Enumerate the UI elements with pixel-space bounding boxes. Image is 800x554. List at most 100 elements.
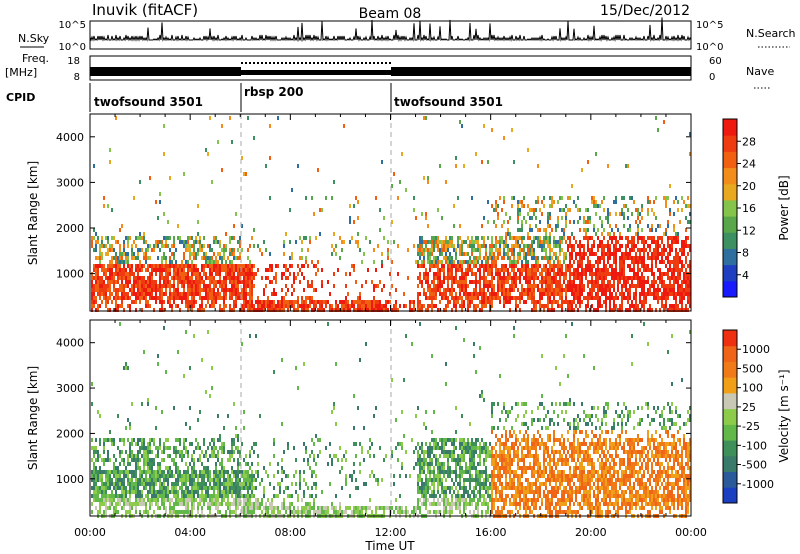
nave-tick-bottom: 0 bbox=[709, 72, 715, 83]
data-cell bbox=[575, 304, 577, 308]
data-cell bbox=[417, 284, 419, 288]
data-cell bbox=[355, 280, 357, 284]
data-cell bbox=[497, 240, 499, 244]
data-cell bbox=[117, 260, 119, 264]
data-cell bbox=[171, 482, 173, 486]
data-cell bbox=[229, 296, 231, 300]
data-cell bbox=[129, 288, 131, 292]
data-cell bbox=[191, 454, 193, 458]
data-cell bbox=[473, 260, 475, 264]
data-cell bbox=[197, 288, 199, 292]
data-cell bbox=[481, 224, 483, 228]
data-cell bbox=[193, 502, 195, 506]
data-cell bbox=[493, 288, 495, 292]
data-cell bbox=[329, 308, 331, 312]
data-cell bbox=[207, 288, 209, 292]
data-cell bbox=[591, 296, 593, 300]
data-cell bbox=[575, 276, 577, 280]
data-cell bbox=[513, 272, 515, 276]
data-cell bbox=[429, 284, 431, 288]
data-cell bbox=[499, 196, 501, 200]
data-cell bbox=[449, 240, 451, 244]
data-cell bbox=[101, 288, 103, 292]
data-cell bbox=[241, 510, 243, 514]
data-cell bbox=[419, 276, 421, 280]
data-cell bbox=[567, 244, 569, 248]
data-cell bbox=[447, 244, 449, 248]
data-cell bbox=[607, 232, 609, 236]
data-cell bbox=[247, 248, 249, 252]
data-cell bbox=[121, 224, 123, 228]
data-cell bbox=[583, 252, 585, 256]
data-cell bbox=[669, 260, 671, 264]
data-cell bbox=[325, 446, 327, 450]
data-cell bbox=[217, 506, 219, 510]
data-cell bbox=[207, 296, 209, 300]
data-cell bbox=[381, 264, 383, 268]
data-cell bbox=[307, 510, 309, 514]
data-cell bbox=[573, 308, 575, 312]
data-cell bbox=[237, 478, 239, 482]
data-cell bbox=[159, 268, 161, 272]
data-cell bbox=[423, 256, 425, 260]
data-cell bbox=[623, 260, 625, 264]
data-cell bbox=[123, 288, 125, 292]
data-cell bbox=[525, 272, 527, 276]
data-cell bbox=[623, 196, 625, 200]
data-cell bbox=[475, 308, 477, 312]
data-cell bbox=[537, 200, 539, 204]
data-cell bbox=[161, 256, 163, 260]
data-cell bbox=[183, 296, 185, 300]
data-cell bbox=[627, 236, 629, 240]
data-cell bbox=[457, 300, 459, 304]
data-cell bbox=[141, 248, 143, 252]
data-cell bbox=[483, 284, 485, 288]
data-cell bbox=[455, 296, 457, 300]
data-cell bbox=[267, 498, 269, 502]
data-cell bbox=[139, 264, 141, 268]
data-cell bbox=[213, 280, 215, 284]
data-cell bbox=[281, 478, 283, 482]
data-cell bbox=[455, 276, 457, 280]
data-cell bbox=[221, 466, 223, 470]
data-cell bbox=[623, 224, 625, 228]
data-cell bbox=[93, 300, 95, 304]
data-cell bbox=[251, 292, 253, 296]
data-cell bbox=[655, 260, 657, 264]
data-cell bbox=[99, 288, 101, 292]
data-cell bbox=[271, 498, 273, 502]
data-cell bbox=[649, 292, 651, 296]
data-cell bbox=[561, 308, 563, 312]
data-cell bbox=[95, 498, 97, 502]
data-cell bbox=[541, 200, 543, 204]
data-cell bbox=[245, 284, 247, 288]
data-cell bbox=[583, 248, 585, 252]
data-cell bbox=[607, 272, 609, 276]
data-cell bbox=[611, 228, 613, 232]
data-cell bbox=[157, 362, 159, 366]
data-cell bbox=[257, 506, 259, 510]
data-cell bbox=[221, 498, 223, 502]
data-cell bbox=[565, 240, 567, 244]
data-cell bbox=[129, 450, 131, 454]
data-cell bbox=[311, 260, 313, 264]
data-cell bbox=[495, 240, 497, 244]
data-cell bbox=[93, 292, 95, 296]
data-cell bbox=[209, 474, 211, 478]
data-cell bbox=[113, 308, 115, 312]
data-cell bbox=[201, 244, 203, 248]
data-cell bbox=[133, 490, 135, 494]
data-cell bbox=[221, 474, 223, 478]
data-cell bbox=[135, 454, 137, 458]
data-cell bbox=[145, 478, 147, 482]
data-cell bbox=[215, 486, 217, 490]
data-cell bbox=[149, 482, 151, 486]
data-cell bbox=[137, 450, 139, 454]
data-cell bbox=[187, 260, 189, 264]
data-cell bbox=[163, 490, 165, 494]
freq-band-seg1 bbox=[90, 67, 241, 76]
data-cell bbox=[317, 506, 319, 510]
data-cell bbox=[135, 462, 137, 466]
data-cell bbox=[591, 292, 593, 296]
data-cell bbox=[471, 260, 473, 264]
